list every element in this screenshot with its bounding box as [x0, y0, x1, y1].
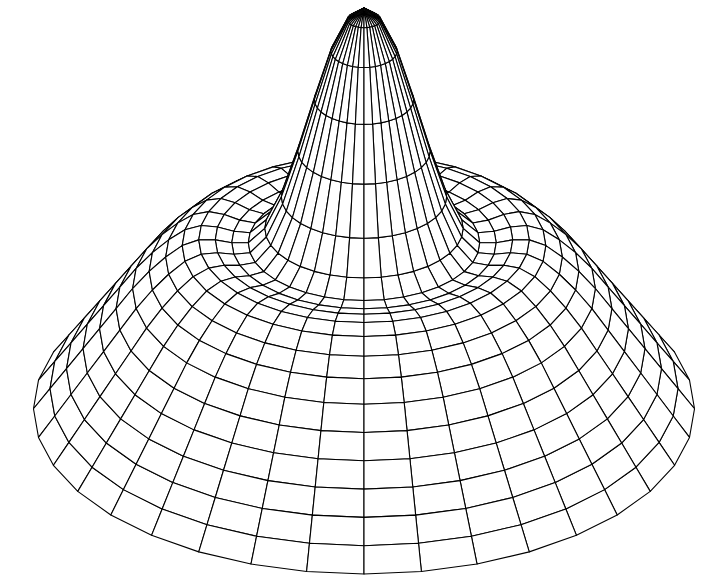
surface-cell — [364, 431, 410, 461]
surface-cell — [364, 321, 396, 336]
surface-cell — [199, 525, 257, 564]
surface-cell — [494, 240, 513, 254]
surface-cell — [312, 487, 364, 517]
surface-cell — [364, 238, 381, 278]
surface-cell — [307, 543, 364, 574]
surface-cell — [510, 226, 529, 240]
surface-cell — [364, 184, 378, 239]
surface-cell — [419, 536, 478, 571]
surface-cell — [364, 402, 407, 432]
surface-cell — [364, 8, 372, 27]
surface-cell — [251, 536, 310, 571]
surface-cell — [327, 355, 364, 379]
surface-cell — [356, 8, 364, 27]
surface-cell — [309, 515, 364, 546]
surface-cell — [471, 525, 529, 564]
surface-cell — [364, 515, 419, 546]
surface-cell — [152, 509, 207, 552]
surface-cell — [358, 8, 364, 28]
surface-cell — [344, 277, 364, 300]
surface-cell — [364, 459, 413, 489]
surface-cell — [478, 231, 496, 242]
surface-cell — [353, 124, 364, 184]
surface-cell — [347, 238, 364, 278]
surface-cell — [364, 67, 373, 124]
surface-cell — [364, 28, 370, 68]
surface-cell — [324, 275, 346, 300]
surface-cell — [199, 226, 218, 240]
surface-cell — [364, 335, 398, 356]
surface-cell — [318, 431, 364, 461]
surface-cell — [355, 67, 364, 124]
surface-cell — [315, 459, 364, 489]
surface-cell — [358, 28, 364, 68]
surface-cell — [364, 124, 375, 184]
surface-cell — [232, 231, 250, 242]
surface-cell — [521, 509, 576, 552]
surface-cell — [364, 377, 404, 404]
surface-cell — [364, 8, 367, 28]
surface-cell — [321, 402, 364, 432]
surface-cell — [364, 355, 401, 379]
surface-cell — [364, 277, 384, 300]
surface-cell — [364, 487, 416, 517]
surface — [33, 8, 694, 574]
surface-cell — [350, 184, 364, 239]
chart — [0, 0, 728, 582]
surface-cell — [330, 335, 364, 356]
surface-cell — [332, 321, 364, 336]
surface-cell — [510, 240, 529, 254]
surface-cell — [381, 275, 403, 300]
surface-cell — [215, 240, 234, 254]
surface-cell — [364, 543, 421, 574]
surface-cell — [324, 377, 364, 404]
surface-cell — [199, 240, 218, 254]
surface-cell — [364, 8, 370, 28]
